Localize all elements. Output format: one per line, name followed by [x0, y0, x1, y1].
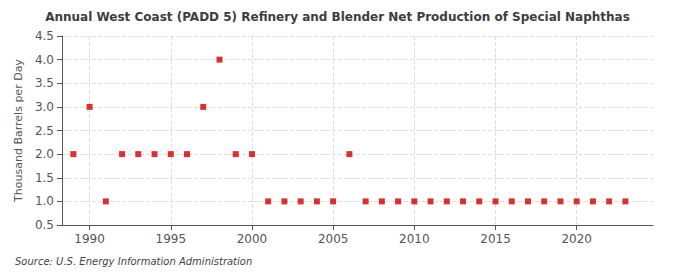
- svg-text:4.0: 4.0: [35, 53, 54, 67]
- svg-text:3.5: 3.5: [35, 76, 54, 90]
- svg-text:2.5: 2.5: [35, 124, 54, 138]
- svg-text:4.5: 4.5: [35, 29, 54, 43]
- svg-text:2005: 2005: [318, 232, 349, 246]
- svg-text:2015: 2015: [480, 232, 511, 246]
- svg-text:Annual West Coast (PADD 5) Ref: Annual West Coast (PADD 5) Refinery and …: [45, 10, 630, 24]
- svg-text:2010: 2010: [399, 232, 430, 246]
- svg-text:1.0: 1.0: [35, 194, 54, 208]
- svg-text:2000: 2000: [237, 232, 268, 246]
- svg-text:1995: 1995: [156, 232, 187, 246]
- svg-text:2.0: 2.0: [35, 147, 54, 161]
- svg-text:3.0: 3.0: [35, 100, 54, 114]
- svg-text:Source: U.S. Energy Informatio: Source: U.S. Energy Information Administ…: [15, 256, 252, 267]
- svg-text:1990: 1990: [74, 232, 105, 246]
- svg-text:Thousand Barrels per Day: Thousand Barrels per Day: [12, 59, 25, 203]
- svg-text:0.5: 0.5: [35, 218, 54, 232]
- svg-text:2020: 2020: [561, 232, 592, 246]
- svg-text:1.5: 1.5: [35, 171, 54, 185]
